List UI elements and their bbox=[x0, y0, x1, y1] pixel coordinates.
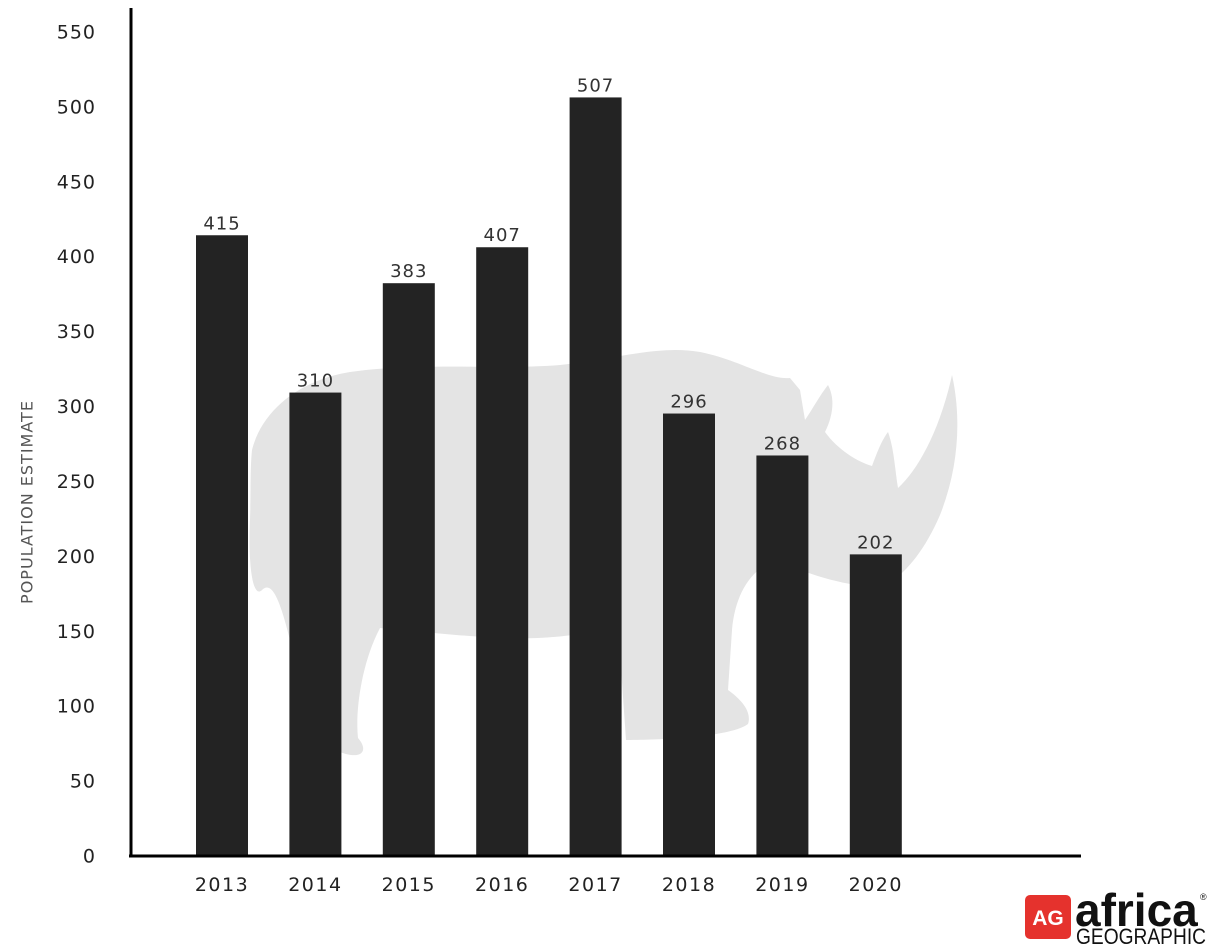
y-axis-ticks: 0 50 100 150 200 250 300 350 400 450 500 550 bbox=[57, 22, 96, 868]
data-label-2016: 407 bbox=[484, 225, 521, 246]
x-tick-label-2017: 2017 bbox=[568, 874, 622, 896]
data-label-2013: 415 bbox=[203, 213, 240, 234]
bar-2018 bbox=[663, 413, 715, 857]
africa-geographic-logo-icon: AG africa GEOGRAPHIC ® bbox=[1025, 884, 1207, 949]
y-tick-label: 150 bbox=[57, 621, 96, 643]
y-tick-label: 550 bbox=[57, 22, 96, 44]
bar-2020 bbox=[849, 554, 902, 857]
y-tick-label: 250 bbox=[57, 471, 96, 493]
logo-badge-text: AG bbox=[1032, 907, 1064, 930]
bar-2015 bbox=[382, 283, 435, 857]
x-tick-label-2015: 2015 bbox=[382, 874, 436, 896]
y-tick-label: 200 bbox=[57, 546, 96, 568]
logo-badge bbox=[1025, 895, 1071, 939]
y-tick-label: 450 bbox=[57, 171, 96, 193]
bar-2013 bbox=[196, 235, 248, 858]
bar-2016 bbox=[476, 247, 529, 858]
data-labels: 415 310 383 407 507 296 268 202 bbox=[203, 75, 894, 553]
x-axis-ticks: 2013 2014 2015 2016 2017 2018 2019 2020 bbox=[195, 874, 903, 896]
data-label-2018: 296 bbox=[670, 392, 707, 413]
y-tick-label: 400 bbox=[57, 246, 96, 268]
data-label-2015: 383 bbox=[390, 261, 427, 282]
x-tick-label-2013: 2013 bbox=[195, 874, 249, 896]
bar-2017 bbox=[569, 97, 622, 858]
y-tick-label: 500 bbox=[57, 96, 96, 118]
x-tick-label-2016: 2016 bbox=[475, 874, 529, 896]
data-label-2017: 507 bbox=[577, 75, 614, 96]
y-tick-label: 350 bbox=[57, 321, 96, 343]
y-axis-title: POPULATION ESTIMATE bbox=[18, 400, 37, 604]
x-tick-label-2014: 2014 bbox=[288, 874, 342, 896]
y-tick-label: 300 bbox=[57, 396, 96, 418]
logo-subtext: GEOGRAPHIC bbox=[1076, 924, 1206, 947]
x-tick-label-2020: 2020 bbox=[849, 874, 903, 896]
bar-2019 bbox=[756, 455, 809, 857]
logo-registered-mark: ® bbox=[1200, 892, 1207, 902]
bar-2014 bbox=[289, 392, 342, 857]
bar-series bbox=[196, 97, 902, 858]
y-tick-label: 50 bbox=[70, 771, 96, 793]
x-tick-label-2019: 2019 bbox=[755, 874, 809, 896]
logo-wordmark: africa bbox=[1075, 884, 1198, 936]
x-tick-label-2018: 2018 bbox=[662, 874, 716, 896]
y-tick-label: 100 bbox=[57, 696, 96, 718]
data-label-2019: 268 bbox=[764, 433, 801, 454]
y-tick-label: 0 bbox=[83, 846, 96, 868]
data-label-2020: 202 bbox=[857, 532, 894, 553]
data-label-2014: 310 bbox=[297, 371, 334, 392]
